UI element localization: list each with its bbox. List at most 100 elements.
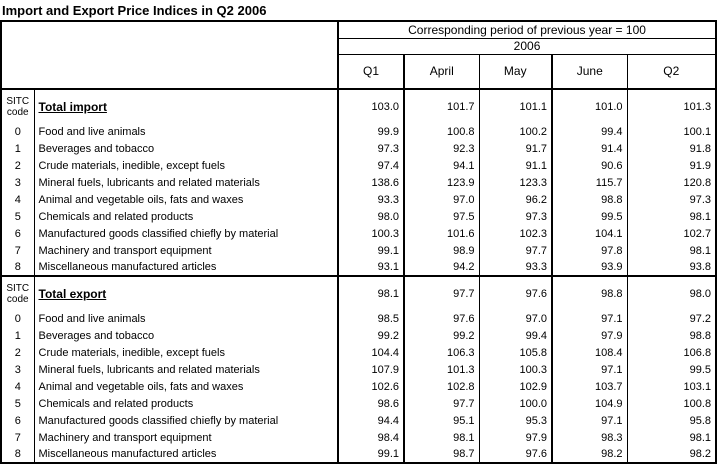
value-cell-april: 97.7 — [404, 395, 480, 412]
category-label-cell: Animal and vegetable oils, fats and waxe… — [34, 378, 339, 395]
value-cell-june: 93.9 — [552, 259, 628, 277]
value-cell-april: 99.2 — [404, 327, 480, 344]
value-cell-may: 102.9 — [479, 378, 553, 395]
value-cell-june: 115.7 — [552, 174, 628, 191]
value-cell-q1: 99.1 — [338, 446, 405, 464]
value-cell-april: 102.8 — [404, 378, 480, 395]
value-cell-april: 123.9 — [404, 174, 480, 191]
export-row-3: 3 Mineral fuels, lubricants and related m… — [0, 361, 717, 378]
category-label-cell: Animal and vegetable oils, fats and waxe… — [34, 191, 339, 208]
value-cell-q1: 93.1 — [338, 259, 405, 277]
category-label-cell: Machinery and transport equipment — [34, 429, 339, 446]
sitc-code-cell: 0 — [0, 310, 35, 327]
export-row-7: 7 Machinery and transport equipment 98.4 98… — [0, 429, 717, 446]
value-cell-may: 96.2 — [479, 191, 553, 208]
export-total-cell: Total export — [34, 276, 339, 310]
value-cell-april: 97.6 — [404, 310, 480, 327]
period-header-june: June — [552, 54, 628, 90]
value-cell-april: 101.3 — [404, 361, 480, 378]
value-cell-april: 98.9 — [404, 242, 480, 259]
sitc-code-column-label: SITC code — [0, 89, 35, 123]
value-cell-q2: 95.8 — [627, 412, 717, 429]
import-row-1: 1 Beverages and tobacco 97.3 92.3 91.7 91.4 91… — [0, 140, 717, 157]
value-cell-q1: 98.6 — [338, 395, 405, 412]
value-cell-may: 97.6 — [479, 446, 553, 464]
export-row-0: 0 Food and live animals 98.5 97.6 97.0 97.1 97… — [0, 310, 717, 327]
value-cell-april: 94.2 — [404, 259, 480, 277]
value-cell-may: 100.2 — [479, 123, 553, 140]
value-cell-june: 104.9 — [552, 395, 628, 412]
section-header-row-export: SITC code Total export 98.1 97.7 97.6 98.8 98.0 — [0, 276, 717, 310]
value-cell-q2: 98.8 — [627, 327, 717, 344]
category-label-cell: Crude materials, inedible, except fuels — [34, 344, 339, 361]
sitc-code-cell: 4 — [0, 191, 35, 208]
export-row-5: 5 Chemicals and related products 98.6 97.7 1… — [0, 395, 717, 412]
value-cell-q2: 98.1 — [627, 429, 717, 446]
value-cell-q2: 100.8 — [627, 395, 717, 412]
import-total-label: Total import — [38, 99, 107, 114]
sitc-code-cell: 6 — [0, 412, 35, 429]
value-cell-june: 98.8 — [552, 276, 628, 310]
value-cell-q2: 97.3 — [627, 191, 717, 208]
category-label-cell: Crude materials, inedible, except fuels — [34, 157, 339, 174]
value-cell-june: 108.4 — [552, 344, 628, 361]
section-header-row-import: SITC code Total import 103.0 101.7 101.1 101.0… — [0, 89, 717, 123]
value-cell-q2: 99.5 — [627, 361, 717, 378]
export-row-2: 2 Crude materials, inedible, except fuels… — [0, 344, 717, 361]
category-label-cell: Miscellaneous manufactured articles — [34, 259, 339, 277]
value-cell-may: 93.3 — [479, 259, 553, 277]
value-cell-june: 103.7 — [552, 378, 628, 395]
value-cell-q2: 98.2 — [627, 446, 717, 464]
value-cell-april: 95.1 — [404, 412, 480, 429]
value-cell-april: 92.3 — [404, 140, 480, 157]
value-cell-april: 106.3 — [404, 344, 480, 361]
value-cell-q1: 93.3 — [338, 191, 405, 208]
export-total-label: Total export — [38, 286, 107, 301]
value-cell-june: 104.1 — [552, 225, 628, 242]
value-cell-may: 97.7 — [479, 242, 553, 259]
value-cell-april: 101.7 — [404, 89, 480, 123]
category-label-cell: Manufactured goods classified chiefly by… — [34, 412, 339, 429]
value-cell-q1: 98.0 — [338, 208, 405, 225]
category-label-cell: Food and live animals — [34, 123, 339, 140]
value-cell-q1: 98.5 — [338, 310, 405, 327]
value-cell-q1: 94.4 — [338, 412, 405, 429]
value-cell-june: 99.5 — [552, 208, 628, 225]
sitc-code-cell: 3 — [0, 361, 35, 378]
category-label-cell: Beverages and tobacco — [34, 140, 339, 157]
value-cell-q2: 93.8 — [627, 259, 717, 277]
import-row-2: 2 Crude materials, inedible, except fuels… — [0, 157, 717, 174]
import-row-7: 7 Machinery and transport equipment 99.1 98… — [0, 242, 717, 259]
value-cell-june: 98.3 — [552, 429, 628, 446]
header-row-basis: Corresponding period of previous year = … — [0, 20, 717, 90]
corner-cell — [0, 20, 339, 90]
category-label-cell: Mineral fuels, lubricants and related ma… — [34, 361, 339, 378]
value-cell-q1: 97.3 — [338, 140, 405, 157]
value-cell-q2: 100.1 — [627, 123, 717, 140]
value-cell-q2: 98.1 — [627, 208, 717, 225]
sitc-code-cell: 1 — [0, 140, 35, 157]
sitc-code-cell: 0 — [0, 123, 35, 140]
value-cell-april: 98.7 — [404, 446, 480, 464]
value-cell-q2: 98.0 — [627, 276, 717, 310]
import-total-cell: Total import — [34, 89, 339, 123]
value-cell-may: 123.3 — [479, 174, 553, 191]
value-cell-q1: 99.1 — [338, 242, 405, 259]
value-cell-may: 105.8 — [479, 344, 553, 361]
period-header-may: May — [479, 54, 553, 90]
value-cell-april: 97.5 — [404, 208, 480, 225]
value-cell-q1: 100.3 — [338, 225, 405, 242]
value-cell-q1: 104.4 — [338, 344, 405, 361]
value-cell-q2: 101.3 — [627, 89, 717, 123]
value-cell-q2: 120.8 — [627, 174, 717, 191]
category-label-cell: Food and live animals — [34, 310, 339, 327]
sitc-label-line: SITC — [6, 282, 30, 294]
sitc-code-cell: 2 — [0, 157, 35, 174]
sitc-code-cell: 5 — [0, 395, 35, 412]
sitc-code-cell: 7 — [0, 429, 35, 446]
price-index-table: Corresponding period of previous year = … — [0, 20, 717, 464]
value-cell-june: 97.1 — [552, 412, 628, 429]
period-header-april: April — [404, 54, 480, 90]
value-cell-q1: 98.1 — [338, 276, 405, 310]
category-label-cell: Manufactured goods classified chiefly by… — [34, 225, 339, 242]
